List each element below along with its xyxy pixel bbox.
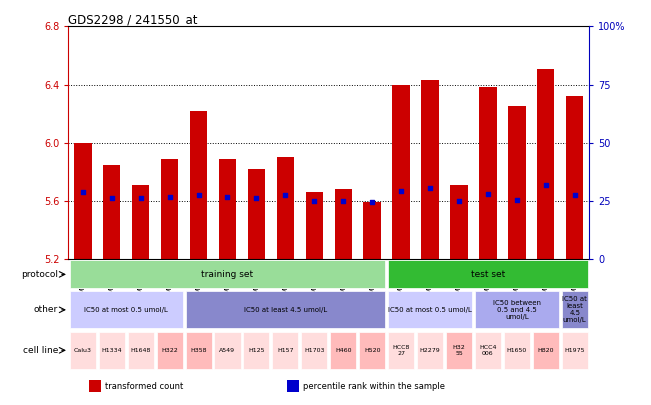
Point (570, 192, 580, 198)
Bar (450, 185, 467, 259)
Bar (132, 185, 149, 259)
Text: transformed count: transformed count (105, 382, 183, 391)
FancyBboxPatch shape (214, 332, 240, 369)
Text: H157: H157 (277, 348, 294, 353)
Text: H820: H820 (538, 348, 554, 353)
Text: H1334: H1334 (102, 348, 122, 353)
FancyBboxPatch shape (186, 332, 212, 369)
Point (482, 190, 493, 197)
Text: H358: H358 (190, 348, 207, 353)
Point (222, 193, 232, 200)
Text: H322: H322 (161, 348, 178, 353)
Bar (89, 380, 101, 392)
Text: percentile rank within the sample: percentile rank within the sample (303, 382, 445, 391)
FancyBboxPatch shape (330, 332, 356, 369)
FancyBboxPatch shape (301, 332, 327, 369)
FancyBboxPatch shape (243, 332, 270, 369)
FancyBboxPatch shape (446, 332, 472, 369)
Text: cell line: cell line (23, 346, 58, 355)
FancyBboxPatch shape (70, 291, 183, 328)
Text: HCC8
27: HCC8 27 (393, 345, 409, 356)
Text: H125: H125 (248, 348, 265, 353)
Point (77, 189, 88, 196)
Text: H1650: H1650 (506, 348, 527, 353)
Point (280, 192, 290, 198)
Bar (393, 85, 409, 259)
Text: HCC4
006: HCC4 006 (479, 345, 497, 356)
FancyBboxPatch shape (359, 332, 385, 369)
Text: H1975: H1975 (564, 348, 585, 353)
FancyBboxPatch shape (533, 332, 559, 369)
Text: H460: H460 (335, 348, 352, 353)
FancyBboxPatch shape (475, 291, 559, 328)
Point (454, 198, 464, 204)
Text: test set: test set (471, 270, 505, 279)
Point (193, 192, 204, 198)
FancyBboxPatch shape (417, 332, 443, 369)
FancyBboxPatch shape (70, 260, 385, 288)
Point (251, 195, 262, 201)
Bar (335, 190, 352, 259)
Bar (103, 164, 120, 259)
Text: IC50 at most 0.5 umol/L: IC50 at most 0.5 umol/L (84, 307, 168, 313)
FancyBboxPatch shape (70, 332, 96, 369)
Bar (190, 111, 207, 259)
Text: GDS2298 / 241550_at: GDS2298 / 241550_at (68, 13, 198, 26)
FancyBboxPatch shape (562, 291, 588, 328)
Point (107, 195, 117, 201)
FancyBboxPatch shape (475, 332, 501, 369)
FancyBboxPatch shape (562, 332, 588, 369)
FancyBboxPatch shape (157, 332, 183, 369)
Point (425, 185, 436, 191)
FancyBboxPatch shape (128, 332, 154, 369)
FancyBboxPatch shape (99, 332, 125, 369)
Text: H1648: H1648 (130, 348, 151, 353)
FancyBboxPatch shape (388, 260, 588, 288)
Text: H520: H520 (364, 348, 380, 353)
Point (135, 195, 146, 201)
Text: Calu3: Calu3 (74, 348, 92, 353)
Text: IC50 between
0.5 and 4.5
umol/L: IC50 between 0.5 and 4.5 umol/L (493, 300, 541, 320)
Bar (479, 87, 497, 259)
Text: IC50 at least 4.5 umol/L: IC50 at least 4.5 umol/L (243, 307, 327, 313)
Point (540, 182, 551, 188)
FancyBboxPatch shape (388, 332, 414, 369)
Bar (508, 107, 525, 259)
Text: A549: A549 (219, 348, 236, 353)
Point (396, 188, 406, 194)
Text: H1703: H1703 (304, 348, 325, 353)
Bar (566, 96, 583, 259)
Point (338, 198, 348, 204)
Text: training set: training set (201, 270, 253, 279)
Text: H32
55: H32 55 (452, 345, 465, 356)
Bar (421, 80, 439, 259)
Bar (363, 202, 381, 259)
FancyBboxPatch shape (388, 291, 472, 328)
Bar (248, 169, 265, 259)
Text: H2279: H2279 (420, 348, 440, 353)
FancyBboxPatch shape (186, 291, 385, 328)
Point (165, 193, 175, 200)
Bar (219, 159, 236, 259)
FancyBboxPatch shape (272, 332, 298, 369)
Text: other: other (34, 305, 58, 314)
Text: protocol: protocol (21, 270, 58, 279)
Bar (161, 159, 178, 259)
Text: IC50 at
least
4.5
umol/L: IC50 at least 4.5 umol/L (562, 296, 587, 323)
Text: IC50 at most 0.5 umol/L: IC50 at most 0.5 umol/L (388, 307, 472, 313)
Point (512, 196, 522, 203)
Bar (537, 68, 555, 259)
Bar (305, 192, 323, 259)
Bar (287, 380, 299, 392)
Bar (277, 157, 294, 259)
FancyBboxPatch shape (504, 332, 530, 369)
Bar (74, 143, 92, 259)
Point (309, 198, 320, 204)
Point (367, 199, 378, 206)
